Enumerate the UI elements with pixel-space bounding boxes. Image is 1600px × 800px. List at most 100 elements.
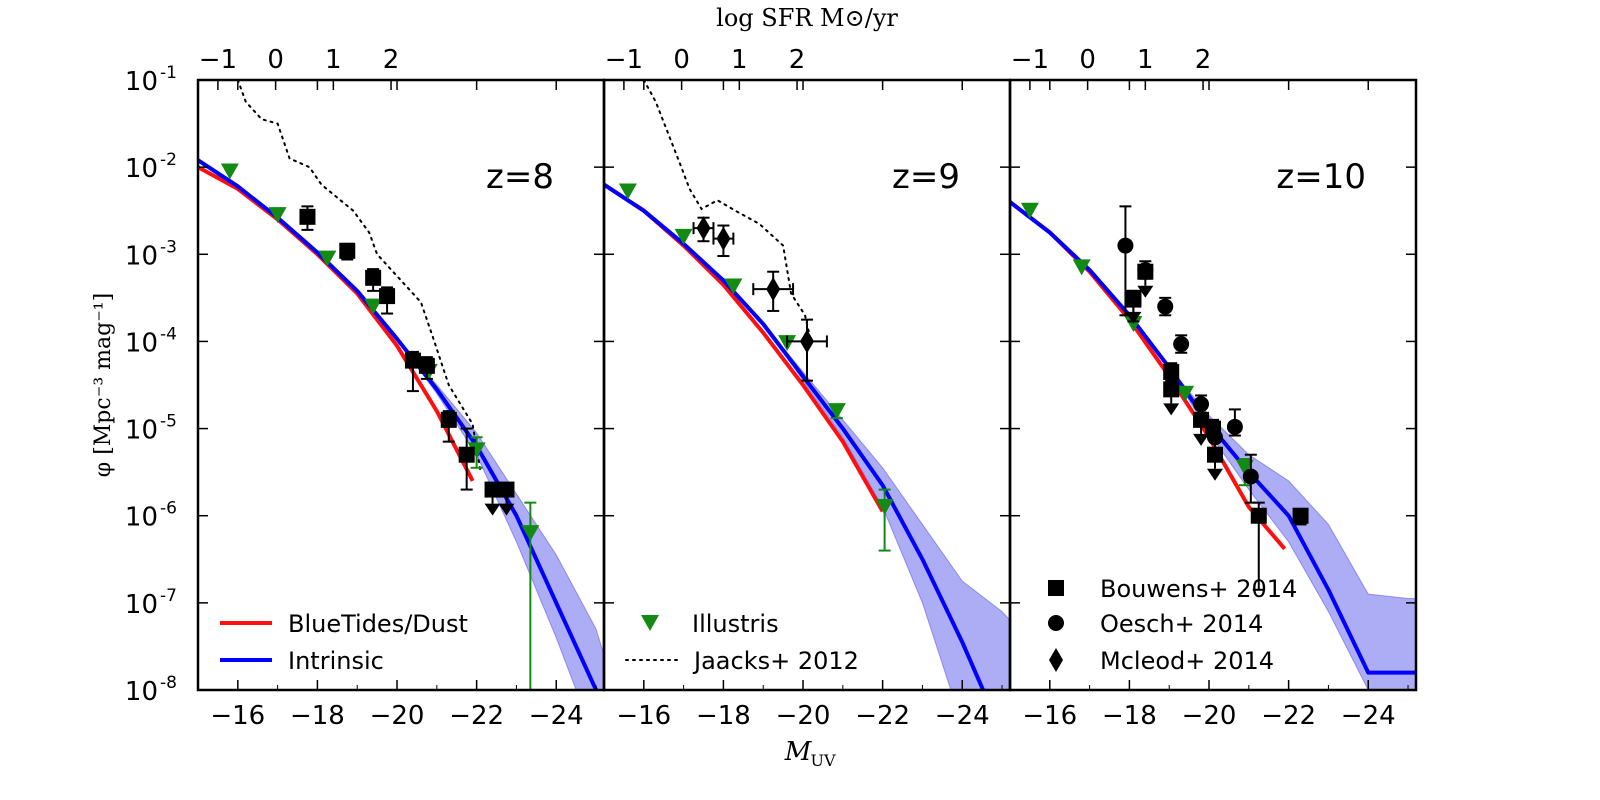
legend-entry: Bouwens+ 2014 xyxy=(1048,575,1297,603)
y-tick-exponent: -6 xyxy=(160,499,177,519)
y-axis-label: φ [Mpc⁻³ mag⁻¹] xyxy=(91,293,116,477)
illustris-point xyxy=(1176,385,1195,402)
top-tick-label: 1 xyxy=(325,45,342,75)
oesch-point xyxy=(1173,334,1190,354)
illustris-point xyxy=(827,403,846,420)
bouwens-point xyxy=(458,427,475,491)
legend-label: Intrinsic xyxy=(288,647,384,675)
panel-redshift-label: z=10 xyxy=(1276,157,1366,197)
top-tick-label: 1 xyxy=(731,45,748,75)
legend-label: BlueTides/Dust xyxy=(288,610,468,638)
y-tick-label: 10 -2 xyxy=(125,150,177,184)
bouwens-point xyxy=(379,286,396,315)
legend-entry: Intrinsic xyxy=(220,647,384,675)
legend: BlueTides/Dust Intrinsic xyxy=(220,610,468,675)
upper-limit-marker xyxy=(498,481,515,516)
illustris-point xyxy=(724,278,743,295)
plot-area xyxy=(604,80,1010,690)
top-axis-label: log SFR M⊙/yr xyxy=(716,4,898,32)
x-tick-label: −18 xyxy=(696,701,751,731)
upper-limit-marker xyxy=(1137,263,1154,298)
legend-label: Oesch+ 2014 xyxy=(1100,610,1263,638)
intrinsic-range-band xyxy=(198,159,604,690)
bouwens-point xyxy=(1292,507,1309,526)
upper-limit-marker xyxy=(1163,381,1180,416)
top-tick-label: −1 xyxy=(605,45,643,75)
y-tick-base: 10 xyxy=(125,677,158,707)
legend-swatch xyxy=(1049,648,1063,672)
x-tick-label: −20 xyxy=(370,701,425,731)
legend-entry: BlueTides/Dust xyxy=(220,610,468,638)
illustris-point xyxy=(521,501,540,690)
x-tick-label: −22 xyxy=(1261,701,1316,731)
bouwens-point xyxy=(418,356,435,380)
plot-area xyxy=(198,80,604,690)
plot-area xyxy=(1010,200,1416,690)
bluetides-dust-line xyxy=(604,182,885,513)
y-tick-base: 10 xyxy=(125,328,158,358)
x-tick-label: −24 xyxy=(935,701,990,731)
panel-z8: −16 −18 −20 −22 −24 −1 0 1 2 z=8 BlueTides/Dust Int… xyxy=(196,45,606,731)
y-tick-label: 10 -8 xyxy=(125,673,177,707)
illustris-point xyxy=(1020,202,1039,219)
legend-swatch xyxy=(1048,615,1064,631)
upper-limit-marker xyxy=(484,481,501,516)
legend-entry: Mcleod+ 2014 xyxy=(1049,647,1274,675)
legend-entry: Oesch+ 2014 xyxy=(1048,610,1263,638)
panel-frame xyxy=(1008,78,1418,692)
y-tick-base: 10 xyxy=(125,67,158,97)
bouwens-point xyxy=(404,350,421,393)
x-tick-label: −18 xyxy=(290,701,345,731)
illustris-point xyxy=(674,228,693,245)
y-tick-label: 10 -7 xyxy=(125,586,177,620)
top-tick-label: 0 xyxy=(1079,45,1096,75)
panel-redshift-label: z=8 xyxy=(486,157,554,197)
top-tick-label: 0 xyxy=(673,45,690,75)
y-tick-exponent: -5 xyxy=(160,412,177,432)
oesch-point xyxy=(1157,296,1174,317)
y-tick-exponent: -4 xyxy=(160,324,177,344)
mcleod-point xyxy=(712,224,735,258)
bouwens-point xyxy=(339,242,356,261)
intrinsic-line xyxy=(604,182,986,690)
illustris-point xyxy=(268,207,287,224)
mcleod-point xyxy=(692,216,715,243)
legend-swatch xyxy=(1048,580,1064,596)
illustris-point xyxy=(1072,259,1091,276)
oesch-point xyxy=(1226,408,1243,437)
panel-z9: −16 −18 −20 −22 −24 −1 0 1 2 z=9 Illustris Jaacks+ … xyxy=(602,45,1012,731)
x-tick-label: −22 xyxy=(855,701,910,731)
top-tick-label: 2 xyxy=(383,45,400,75)
x-axis-label-sub: UV xyxy=(810,751,835,770)
legend-swatch xyxy=(641,615,659,631)
y-tick-base: 10 xyxy=(125,590,158,620)
x-tick-label: −24 xyxy=(529,701,584,731)
illustris-point xyxy=(1124,316,1143,332)
x-axis-label: M UV xyxy=(784,737,836,770)
top-tick-label: 2 xyxy=(1195,45,1212,75)
upper-limit-marker xyxy=(1193,411,1210,446)
jaacks-2012-line xyxy=(642,80,812,343)
x-tick-label: −24 xyxy=(1341,701,1396,731)
y-tick-base: 10 xyxy=(125,416,158,446)
panel-redshift-label: z=9 xyxy=(892,157,960,197)
illustris-point xyxy=(618,183,637,200)
y-tick-exponent: -7 xyxy=(160,586,177,606)
y-tick-label: 10 -1 xyxy=(125,63,177,97)
x-tick-label: −16 xyxy=(210,701,265,731)
y-tick-exponent: -1 xyxy=(160,63,177,83)
bouwens-point xyxy=(440,410,457,443)
y-tick-exponent: -2 xyxy=(160,150,177,170)
top-tick-label: 0 xyxy=(267,45,284,75)
x-tick-label: −20 xyxy=(776,701,831,731)
legend: Bouwens+ 2014 Oesch+ 2014 Mcleod+ 2014 xyxy=(1048,575,1297,675)
illustris-point xyxy=(875,488,894,552)
top-tick-label: 2 xyxy=(789,45,806,75)
bluetides-dust-line xyxy=(198,165,475,482)
y-tick-label: 10 -4 xyxy=(125,324,177,358)
x-tick-label: −18 xyxy=(1102,701,1157,731)
panel-z10: −16 −18 −20 −22 −24 −1 0 1 2 z=10 Bouwens+ 2014 Oes… xyxy=(1008,45,1418,731)
illustris-point xyxy=(220,163,239,180)
y-tick-label: 10 -3 xyxy=(125,237,177,271)
legend-entry: Jaacks+ 2012 xyxy=(625,647,859,675)
